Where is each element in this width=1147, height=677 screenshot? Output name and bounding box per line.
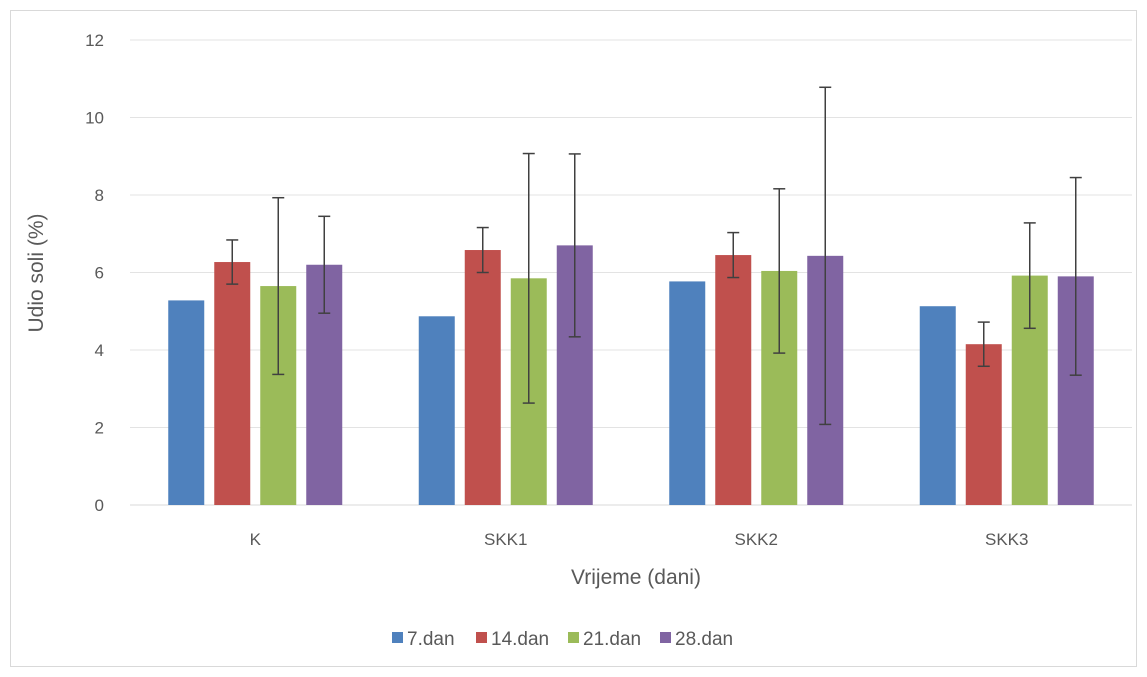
category-label: K bbox=[250, 530, 262, 549]
category-label: SKK1 bbox=[484, 530, 527, 549]
error-bar-14.dan-SKK2 bbox=[727, 231, 740, 279]
error-bar-21.dan-SKK1 bbox=[522, 152, 535, 404]
error-bar-14.dan-SKK3 bbox=[977, 321, 990, 368]
error-bar-14.dan-K bbox=[226, 239, 239, 285]
error-bar-21.dan-K bbox=[272, 196, 285, 376]
y-tick-label: 12 bbox=[85, 31, 104, 50]
bar-7.dan-SKK2 bbox=[669, 281, 706, 505]
bar-7.dan-SKK1 bbox=[418, 316, 455, 505]
error-bar-28.dan-SKK3 bbox=[1069, 176, 1082, 376]
legend-label: 7.dan bbox=[407, 629, 455, 650]
y-tick-label: 10 bbox=[85, 109, 104, 128]
legend-label: 28.dan bbox=[675, 629, 733, 650]
y-axis-title: Udio soli (%) bbox=[25, 213, 48, 332]
error-bar-28.dan-K bbox=[318, 215, 331, 314]
bar-14.dan-SKK3 bbox=[965, 344, 1002, 505]
y-tick-label: 2 bbox=[95, 419, 104, 438]
error-bar-14.dan-SKK1 bbox=[476, 226, 489, 274]
legend-label: 21.dan bbox=[583, 629, 641, 650]
bar-7.dan-K bbox=[168, 300, 205, 505]
error-bar-21.dan-SKK3 bbox=[1023, 222, 1036, 330]
legend: 7.dan 14.dan 21.dan 28.dan bbox=[392, 629, 733, 650]
y-tick-label: 6 bbox=[95, 264, 104, 283]
legend-swatch-7.dan bbox=[392, 632, 403, 643]
y-tick-label: 0 bbox=[95, 496, 104, 515]
bar-14.dan-SKK1 bbox=[464, 250, 501, 505]
x-axis-categories: K SKK1 SKK2 SKK3 bbox=[250, 530, 1029, 549]
bar-7.dan-SKK3 bbox=[919, 306, 956, 505]
gridlines bbox=[130, 39, 1132, 506]
error-bars bbox=[226, 86, 1082, 426]
category-label: SKK3 bbox=[985, 530, 1028, 549]
y-axis-ticks: 0 2 4 6 8 10 12 bbox=[85, 31, 104, 515]
error-bar-28.dan-SKK2 bbox=[819, 86, 832, 426]
bar-14.dan-SKK2 bbox=[715, 255, 752, 505]
error-bar-21.dan-SKK2 bbox=[773, 188, 786, 354]
error-bar-28.dan-SKK1 bbox=[568, 153, 581, 338]
legend-swatch-14.dan bbox=[476, 632, 487, 643]
legend-label: 14.dan bbox=[491, 629, 549, 650]
legend-swatch-21.dan bbox=[568, 632, 579, 643]
y-tick-label: 4 bbox=[95, 341, 104, 360]
x-axis-title: Vrijeme (dani) bbox=[571, 566, 701, 589]
category-label: SKK2 bbox=[735, 530, 778, 549]
y-tick-label: 8 bbox=[95, 186, 104, 205]
bar-14.dan-K bbox=[214, 262, 251, 505]
legend-swatch-28.dan bbox=[660, 632, 671, 643]
